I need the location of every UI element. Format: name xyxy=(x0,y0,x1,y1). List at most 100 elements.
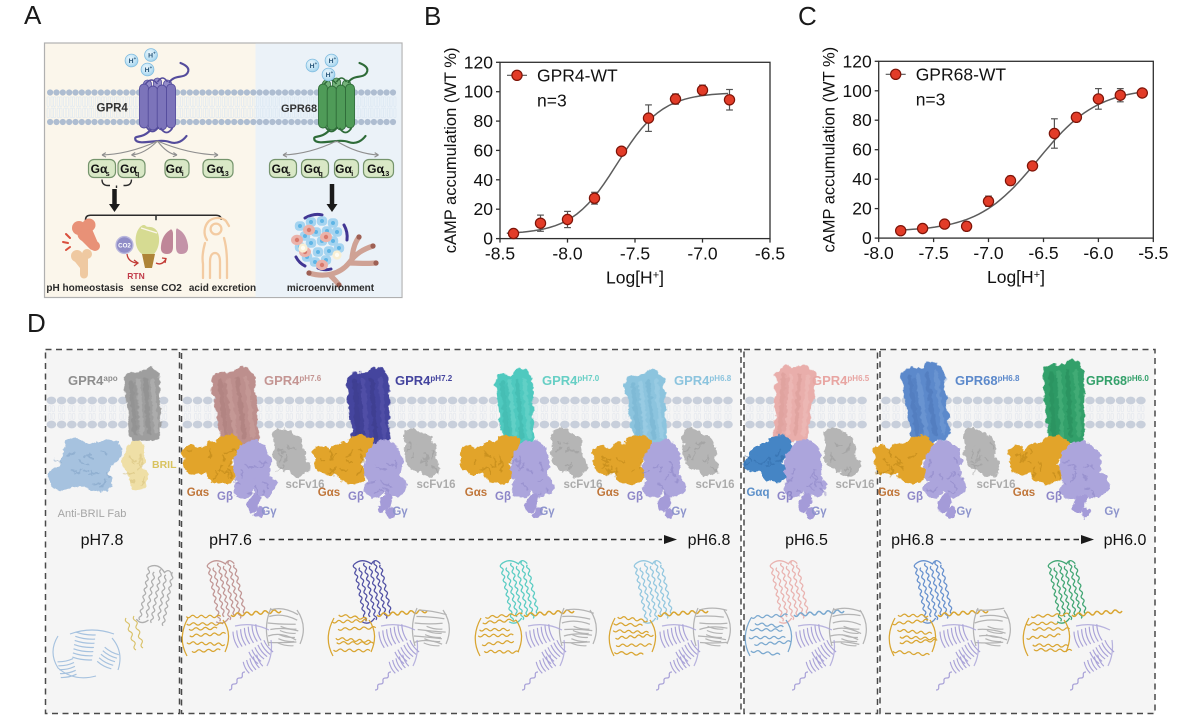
svg-text:13: 13 xyxy=(382,171,390,178)
svg-text:Gβ: Gβ xyxy=(348,491,364,503)
svg-text:40: 40 xyxy=(852,169,872,189)
svg-text:scFv16: scFv16 xyxy=(976,479,1015,491)
svg-text:120: 120 xyxy=(464,52,493,72)
svg-text:Log[H+]: Log[H+] xyxy=(606,268,664,288)
svg-text:0: 0 xyxy=(483,229,493,249)
svg-text:s: s xyxy=(106,171,110,178)
svg-text:+: + xyxy=(150,65,153,70)
svg-text:Gα: Gα xyxy=(272,162,289,176)
svg-text:A: A xyxy=(24,0,42,30)
svg-text:Gαs: Gαs xyxy=(465,487,487,499)
svg-text:-8.0: -8.0 xyxy=(864,243,894,263)
svg-text:100: 100 xyxy=(842,81,871,101)
svg-text:q: q xyxy=(135,171,139,178)
svg-text:Gβ: Gβ xyxy=(907,491,923,503)
svg-text:sense CO2: sense CO2 xyxy=(130,283,182,294)
svg-text:pH6.5: pH6.5 xyxy=(785,532,828,549)
svg-text:H: H xyxy=(326,72,331,79)
svg-text:GPR68: GPR68 xyxy=(281,103,317,115)
svg-text:Gβ: Gβ xyxy=(1046,491,1062,503)
svg-text:BRIL: BRIL xyxy=(152,459,177,471)
svg-text:80: 80 xyxy=(474,111,494,131)
svg-text:+: + xyxy=(331,70,334,75)
svg-text:Gαq: Gαq xyxy=(746,487,769,499)
svg-text:pH7.6: pH7.6 xyxy=(209,532,252,549)
svg-text:Gαs: Gαs xyxy=(318,487,340,499)
svg-text:60: 60 xyxy=(474,140,494,160)
svg-text:GPR68-WT: GPR68-WT xyxy=(916,64,1007,84)
svg-text:-7.0: -7.0 xyxy=(973,243,1003,263)
svg-text:+: + xyxy=(315,61,318,66)
svg-text:Gα: Gα xyxy=(166,162,183,176)
svg-text:scFv16: scFv16 xyxy=(416,479,455,491)
svg-text:-5.5: -5.5 xyxy=(1138,243,1168,263)
svg-text:Gγ: Gγ xyxy=(392,506,408,518)
svg-text:Log[H+]: Log[H+] xyxy=(987,267,1045,287)
svg-text:120: 120 xyxy=(842,51,871,71)
svg-text:-6.5: -6.5 xyxy=(755,244,785,264)
svg-text:scFv16: scFv16 xyxy=(835,479,874,491)
svg-text:Gβ: Gβ xyxy=(627,491,643,503)
svg-text:H: H xyxy=(310,63,315,70)
svg-text:Gγ: Gγ xyxy=(671,506,687,518)
svg-text:Gβ: Gβ xyxy=(495,491,511,503)
svg-text:Gα: Gα xyxy=(304,162,321,176)
svg-text:H: H xyxy=(145,67,150,74)
svg-text:pH homeostasis: pH homeostasis xyxy=(46,283,124,294)
svg-text:n=3: n=3 xyxy=(537,90,567,110)
svg-text:-6.5: -6.5 xyxy=(1028,243,1058,263)
svg-text:-7.5: -7.5 xyxy=(919,243,949,263)
svg-text:0: 0 xyxy=(862,228,872,248)
svg-text:n=3: n=3 xyxy=(916,89,946,109)
svg-text:pH6.8: pH6.8 xyxy=(891,532,934,549)
svg-text:Gβ: Gβ xyxy=(217,491,233,503)
svg-text:-6.0: -6.0 xyxy=(1083,243,1113,263)
svg-text:C: C xyxy=(798,1,817,31)
svg-text:H: H xyxy=(148,52,153,59)
svg-text:+: + xyxy=(134,56,137,61)
svg-text:100: 100 xyxy=(464,82,493,102)
svg-text:40: 40 xyxy=(474,170,494,190)
svg-text:i: i xyxy=(351,171,353,178)
svg-text:i: i xyxy=(182,171,184,178)
svg-text:-7.5: -7.5 xyxy=(620,244,650,264)
svg-text:pH6.8: pH6.8 xyxy=(688,532,731,549)
svg-text:Gα: Gα xyxy=(367,162,384,176)
svg-text:q: q xyxy=(319,171,323,178)
svg-text:Gαs: Gαs xyxy=(878,487,900,499)
svg-text:RTN: RTN xyxy=(127,271,144,281)
svg-text:D: D xyxy=(27,308,46,338)
svg-text:13: 13 xyxy=(221,171,229,178)
svg-text:scFv16: scFv16 xyxy=(563,479,602,491)
svg-text:B: B xyxy=(424,1,441,31)
svg-text:80: 80 xyxy=(852,110,872,130)
svg-text:+: + xyxy=(334,56,337,61)
svg-text:+: + xyxy=(153,51,156,56)
svg-text:CO2: CO2 xyxy=(118,242,131,249)
svg-text:microenvironment: microenvironment xyxy=(287,283,375,294)
svg-text:pH6.0: pH6.0 xyxy=(1104,532,1147,549)
svg-text:Gβ: Gβ xyxy=(777,491,793,503)
svg-text:-8.0: -8.0 xyxy=(552,244,582,264)
svg-text:GPR4: GPR4 xyxy=(97,103,129,115)
svg-text:Gα: Gα xyxy=(91,162,108,176)
svg-text:Gγ: Gγ xyxy=(539,506,555,518)
svg-text:60: 60 xyxy=(852,140,872,160)
svg-text:cAMP accumulation (WT %): cAMP accumulation (WT %) xyxy=(442,48,460,254)
svg-text:acid excretion: acid excretion xyxy=(189,283,256,294)
svg-text:GPR4-WT: GPR4-WT xyxy=(537,65,618,85)
svg-text:20: 20 xyxy=(474,199,494,219)
svg-text:Gαs: Gαs xyxy=(187,487,209,499)
svg-text:H: H xyxy=(329,58,334,65)
svg-text:Gα: Gα xyxy=(207,162,224,176)
svg-text:s: s xyxy=(287,171,291,178)
svg-text:scFv16: scFv16 xyxy=(695,479,734,491)
svg-text:Anti-BRIL Fab: Anti-BRIL Fab xyxy=(58,508,127,520)
svg-text:Gγ: Gγ xyxy=(956,506,972,518)
svg-text:-8.5: -8.5 xyxy=(485,244,515,264)
svg-text:Gα: Gα xyxy=(335,162,352,176)
svg-text:Gαs: Gαs xyxy=(597,487,619,499)
svg-text:pH7.8: pH7.8 xyxy=(81,532,124,549)
svg-text:Gγ: Gγ xyxy=(261,506,277,518)
svg-text:scFv16: scFv16 xyxy=(285,479,324,491)
